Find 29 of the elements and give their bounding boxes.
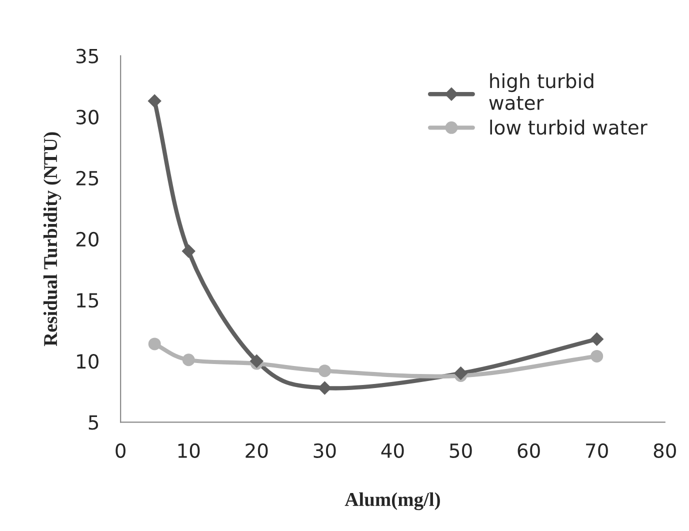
point: [318, 381, 332, 395]
y-axis-title: Residual Turbidity (NTU): [43, 132, 62, 346]
point: [250, 354, 264, 368]
x-tick-label: 70: [586, 443, 608, 458]
point: [590, 332, 604, 346]
point: [318, 364, 331, 378]
x-tick-label: 20: [246, 443, 268, 458]
y-tick-label: 35: [76, 48, 98, 64]
x-tick-label: 50: [450, 443, 472, 458]
x-tick-label: 60: [518, 443, 540, 458]
y-tick-label: 25: [76, 170, 98, 186]
x-axis-title: Alum(mg/l): [344, 492, 440, 510]
x-tick-label: 30: [314, 443, 336, 458]
x-tick-label: 0: [116, 443, 126, 458]
y-tick-label: 10: [77, 354, 98, 369]
x-tick-label: 10: [178, 443, 200, 458]
y-tick-label: 5: [88, 415, 98, 430]
y-tick-label: 15: [77, 293, 98, 308]
point: [182, 244, 196, 258]
x-tick-label: 40: [381, 443, 404, 458]
y-tick-label: 20: [76, 232, 98, 247]
legend-label: low turbid water: [490, 120, 648, 135]
point: [182, 354, 195, 366]
x-tick-label: 80: [654, 443, 676, 458]
y-tick-label: 30: [76, 110, 98, 124]
point: [590, 350, 604, 362]
point: [148, 338, 161, 350]
point: [148, 94, 162, 108]
point: [454, 366, 468, 380]
